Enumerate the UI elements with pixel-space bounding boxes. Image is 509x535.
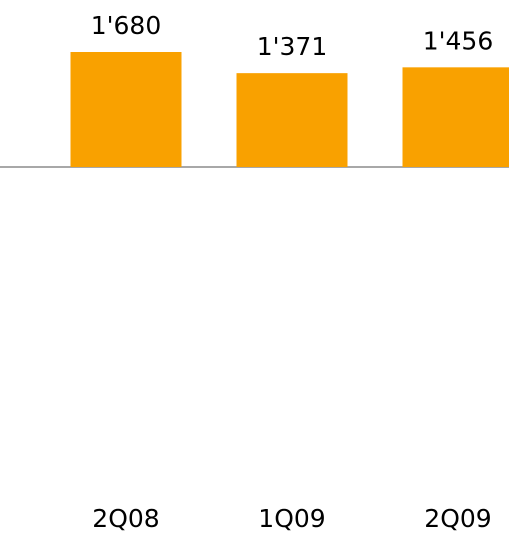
x-tick-label: 2Q09	[424, 504, 491, 533]
bar	[402, 67, 509, 167]
x-tick-label: 2Q08	[92, 504, 159, 533]
x-tick-label: 1Q09	[258, 504, 325, 533]
bar	[236, 73, 348, 167]
value-label: 1'680	[91, 11, 162, 40]
bar	[70, 52, 182, 167]
value-label: 1'456	[423, 26, 494, 55]
value-label: 1'371	[257, 32, 328, 61]
